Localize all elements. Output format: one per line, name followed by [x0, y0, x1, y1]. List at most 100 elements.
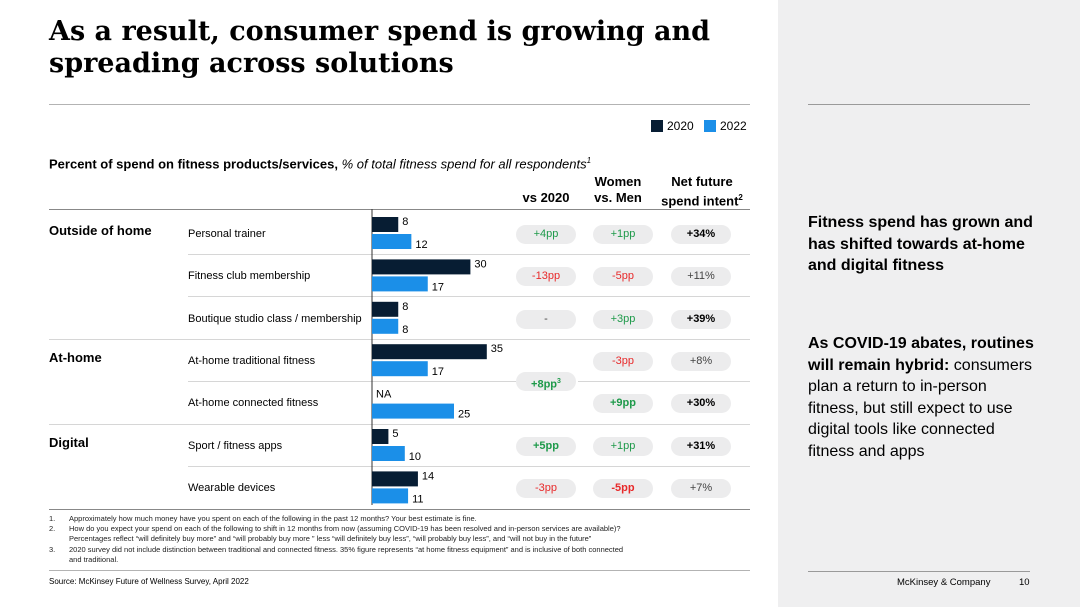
vs2020-footnote-ref: 3 — [557, 378, 561, 385]
intent-pill: +31% — [671, 437, 731, 456]
women-pill: -3pp — [593, 352, 653, 371]
bar-value-label: 8 — [402, 324, 408, 336]
column-header-vs2020: vs 2020 — [522, 190, 570, 205]
women-pill: +1pp — [593, 225, 653, 244]
bar-value-label: 10 — [409, 451, 421, 463]
women-value: +3pp — [610, 313, 636, 325]
section-separator — [49, 424, 750, 425]
page-number: 10 — [1019, 577, 1030, 588]
column-header-intent-footnote-ref: 2 — [738, 193, 743, 202]
vs2020-value: +8pp — [531, 378, 558, 391]
legend-label-2022: 2022 — [720, 119, 747, 133]
intent-pill: +8% — [671, 352, 731, 371]
row-label-sport-apps: Sport / fitness apps — [188, 440, 283, 452]
section-outside-of-home: Outside of home — [49, 223, 152, 238]
vs2020-value: +4pp — [533, 228, 559, 240]
footnote-2: 2. How do you expect your spend on each o… — [49, 524, 621, 534]
footnote-text: How do you expect your spend on each of … — [69, 524, 621, 533]
table-top-rule — [49, 209, 750, 210]
vs2020-value: -3pp — [534, 482, 558, 494]
bar-2020 — [372, 471, 418, 487]
panel-divider-top — [808, 104, 1030, 105]
column-header-women-line2: vs. Men — [594, 190, 642, 205]
row-label-at-home-traditional: At-home traditional fitness — [188, 355, 316, 367]
section-digital: Digital — [49, 435, 89, 450]
intent-pill: +34% — [671, 225, 731, 244]
section-separator — [49, 339, 750, 340]
row-separator — [188, 466, 750, 467]
vs2020-value: - — [544, 313, 548, 325]
row-separator — [188, 254, 750, 255]
chart-heading-footnote-ref: 1 — [586, 156, 592, 165]
bar-value-label: 17 — [432, 281, 444, 293]
intent-value: +8% — [689, 355, 713, 367]
bar-value-label: 11 — [412, 493, 423, 505]
bar-2020 — [372, 259, 471, 275]
intent-pill: +7% — [671, 479, 731, 498]
vs2020-value: -13pp — [531, 270, 561, 282]
row-label-fitness-club: Fitness club membership — [188, 270, 311, 282]
intent-pill: +39% — [671, 310, 731, 329]
column-header-spend-intent: Net future spend intent2 — [654, 174, 750, 209]
row-label-wearables: Wearable devices — [188, 482, 276, 494]
panel-takeaway-2-bold: As COVID-19 abates, routines will remain… — [808, 335, 1034, 374]
intent-value: +7% — [689, 482, 713, 494]
chart-heading: Percent of spend on fitness products/ser… — [49, 153, 591, 171]
bar-value-label: 5 — [392, 428, 398, 440]
footnote-text: and traditional. — [69, 555, 119, 564]
bar-value-label: 8 — [402, 301, 408, 313]
women-value: -3pp — [611, 355, 635, 367]
bar-value-label: 14 — [422, 470, 434, 482]
bar-value-label: 25 — [458, 409, 470, 421]
page-title: As a result, consumer spend is growing a… — [49, 16, 711, 79]
bar-2022 — [372, 234, 412, 249]
bar-2022 — [372, 318, 399, 334]
row-separator — [188, 381, 516, 382]
vs2020-pill-personal-trainer: +4pp — [516, 225, 576, 244]
legend-swatch-2022 — [704, 120, 716, 132]
intent-value: +34% — [686, 228, 716, 240]
bar-2022 — [372, 361, 428, 377]
legend-label-2020: 2020 — [667, 119, 694, 133]
footnote-number: 1. — [49, 514, 56, 523]
title-divider — [49, 104, 750, 105]
women-value: -5pp — [611, 270, 635, 282]
footnote-3-cont: and traditional. — [49, 555, 118, 565]
vs2020-pill-sport-apps: +5pp — [516, 437, 576, 456]
row-label-boutique-studio: Boutique studio class / membership — [188, 313, 362, 325]
footnote-1: 1. Approximately how much money have you … — [49, 514, 477, 524]
row-separator — [188, 296, 750, 297]
footnote-3: 3. 2020 survey did not include distinctio… — [49, 545, 623, 555]
bar-2020 — [372, 344, 487, 360]
bar-value-label: 35 — [491, 343, 503, 355]
bar-missing-label: NA — [376, 389, 392, 401]
intent-value: +31% — [686, 440, 716, 452]
bar-value-label: 30 — [474, 258, 486, 270]
bar-2022 — [372, 488, 409, 504]
row-separator — [578, 381, 750, 382]
source-note: Source: McKinsey Future of Wellness Surv… — [49, 577, 249, 586]
bar-value-label: 12 — [415, 239, 427, 251]
women-pill: -5pp — [593, 267, 653, 286]
bar-2020 — [372, 217, 399, 232]
section-at-home: At-home — [49, 350, 102, 365]
bar-value-label: 8 — [402, 216, 408, 228]
column-header-women-line1: Women — [594, 174, 642, 189]
vs2020-value: +5pp — [533, 440, 559, 452]
footnote-text: Approximately how much money have you sp… — [69, 514, 477, 523]
intent-value: +30% — [686, 397, 716, 409]
table-bottom-rule — [49, 509, 750, 510]
footnote-2-cont: Percentages reflect “will definitely buy… — [49, 534, 591, 544]
column-header-women-vs-men: Women vs. Men — [586, 174, 650, 206]
column-header-intent-line2-wrap: spend intent2 — [654, 190, 750, 209]
vs2020-pill-wearables: -3pp — [516, 479, 576, 498]
women-value: +9pp — [610, 397, 636, 409]
bar-2020 — [372, 429, 389, 444]
women-value: -5pp — [611, 482, 635, 494]
vs2020-pill-at-home: +8pp3 — [516, 372, 576, 391]
row-label-at-home-connected: At-home connected fitness — [188, 397, 319, 409]
legend-swatch-2020 — [651, 120, 663, 132]
panel-takeaway-2-rest: consumers plan a return to in-person fit… — [808, 356, 1033, 460]
footer-divider — [49, 570, 750, 571]
